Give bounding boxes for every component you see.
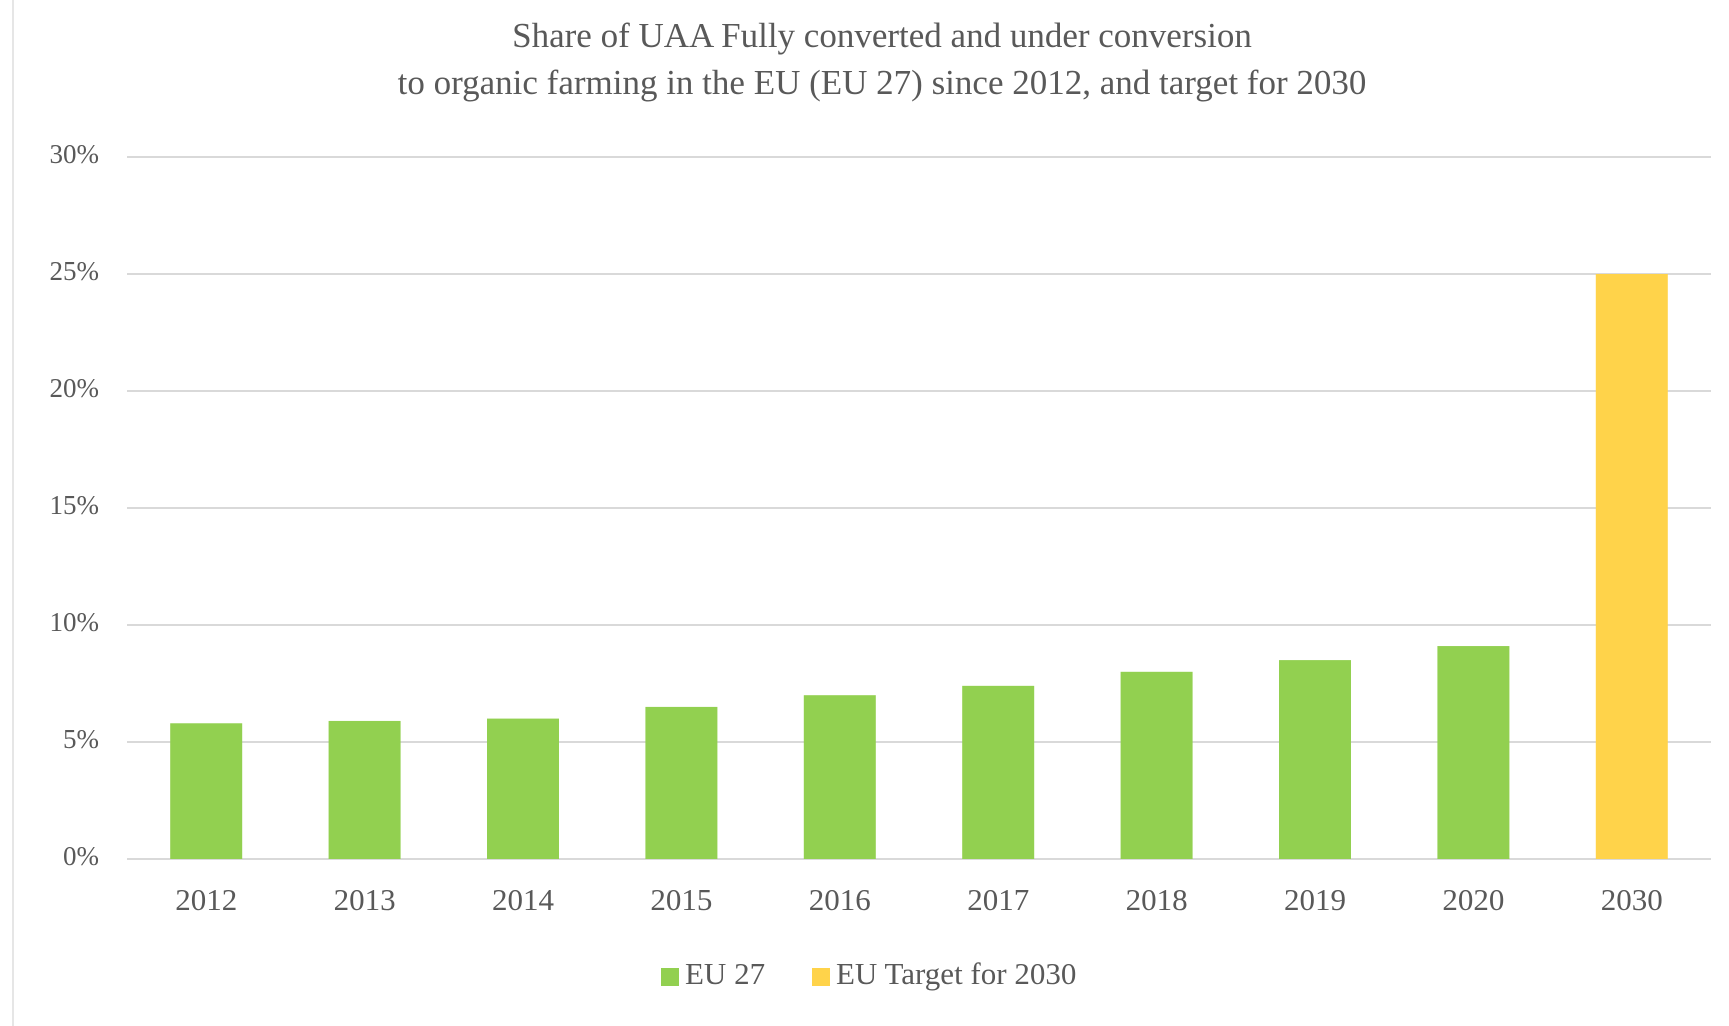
bar: [962, 685, 1035, 859]
y-tick-label: 25%: [50, 256, 100, 286]
x-tick-label: 2012: [175, 882, 237, 917]
legend-swatch: [812, 968, 830, 986]
bar: [1437, 646, 1510, 859]
x-tick-label: 2017: [967, 882, 1029, 917]
y-tick-label: 5%: [63, 724, 99, 754]
legend-swatch: [661, 968, 679, 986]
x-tick-label: 2015: [650, 882, 712, 917]
chart-title: Share of UAA Fully converted and under c…: [512, 16, 1252, 55]
legend-label: EU 27: [685, 956, 765, 991]
bar: [1595, 274, 1668, 859]
y-tick-label: 15%: [50, 490, 100, 520]
bar: [1279, 660, 1351, 859]
y-tick-label: 30%: [50, 139, 100, 169]
y-tick-label: 20%: [50, 373, 100, 403]
x-tick-label: 2016: [809, 882, 871, 917]
x-tick-label: 2020: [1442, 882, 1504, 917]
bar: [1120, 671, 1193, 859]
bar: [803, 695, 876, 859]
bar: [328, 720, 401, 859]
legend-label: EU Target for 2030: [836, 956, 1076, 991]
x-tick-label: 2018: [1126, 882, 1188, 917]
bar: [487, 718, 559, 859]
x-tick-label: 2014: [492, 882, 555, 917]
x-tick-label: 2030: [1601, 882, 1663, 917]
y-tick-label: 0%: [63, 841, 99, 871]
bar: [170, 723, 243, 859]
x-tick-label: 2013: [334, 882, 396, 917]
y-tick-label: 10%: [50, 607, 100, 637]
bar: [645, 706, 718, 859]
x-tick-label: 2019: [1284, 882, 1346, 917]
chart-title: to organic farming in the EU (EU 27) sin…: [398, 63, 1367, 102]
